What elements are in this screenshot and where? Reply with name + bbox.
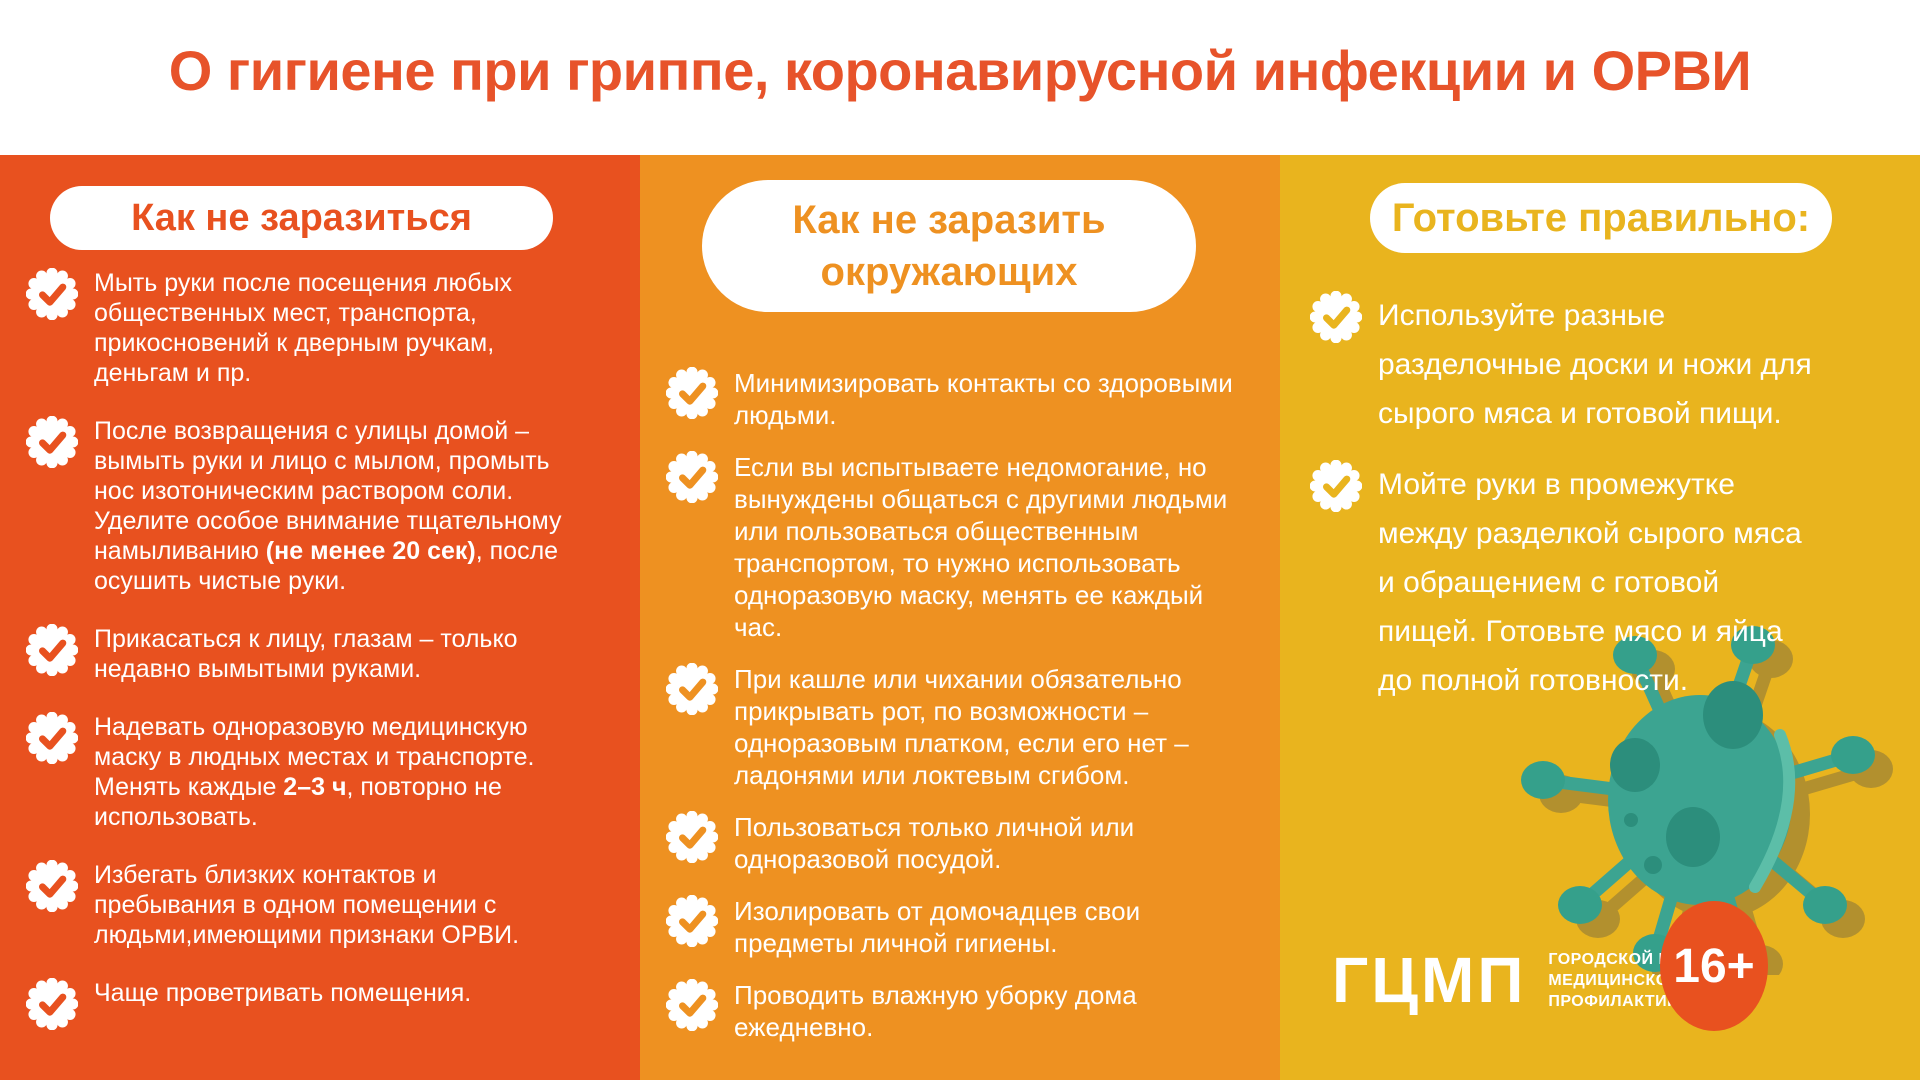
list-item-text: Используйте разные разделочные доски и н… bbox=[1378, 291, 1818, 438]
checkmark-badge-icon bbox=[26, 712, 78, 764]
text-segment: , после осушить чистые руки. bbox=[94, 537, 559, 595]
age-rating-text: 16+ bbox=[1673, 939, 1755, 993]
column-title-pill: Готовьте правильно: bbox=[1370, 183, 1832, 253]
list-item-text: Если вы испытываете недомогание, но выну… bbox=[734, 451, 1234, 643]
text-segment: Если вы испытываете недомогание, но выну… bbox=[734, 452, 1228, 642]
list-item: При кашле или чихании обязательно прикры… bbox=[666, 663, 1234, 791]
list-item-text: Мойте руки в промежутке между разделкой … bbox=[1378, 460, 1818, 705]
text-segment: Мойте руки в промежутке между разделкой … bbox=[1378, 468, 1802, 697]
brand-name-line: МЕДИЦИНСКОЙ bbox=[1548, 971, 1681, 989]
list-item: Пользоваться только личной или одноразов… bbox=[666, 811, 1234, 875]
text-segment: Прикасаться к лицу, глазам – только неда… bbox=[94, 625, 518, 683]
text-segment: После возвращения с улицы домой – вымыть… bbox=[94, 417, 562, 565]
checkmark-badge-icon bbox=[666, 811, 718, 863]
list-item-text: Избегать близких контактов и пребывания … bbox=[94, 860, 576, 950]
header: О гигиене при гриппе, коронавирусной инф… bbox=[0, 0, 1920, 155]
brand-abbreviation: ГЦМП bbox=[1332, 944, 1527, 1016]
text-segment: Минимизировать контакты со здоровыми люд… bbox=[734, 368, 1233, 430]
text-segment: Чаще проветривать помещения. bbox=[94, 979, 472, 1007]
checkmark-badge-icon bbox=[666, 367, 718, 419]
list-item: Проводить влажную уборку дома ежедневно. bbox=[666, 979, 1234, 1043]
text-segment-bold: (не менее 20 сек) bbox=[265, 537, 476, 565]
list-item-text: Изолировать от домочадцев свои предметы … bbox=[734, 895, 1234, 959]
checkmark-badge-icon bbox=[26, 624, 78, 676]
list-item: Прикасаться к лицу, глазам – только неда… bbox=[26, 624, 576, 684]
list-item: Надевать одноразовую медицинскую маску в… bbox=[26, 712, 576, 832]
list-item-text: Мыть руки после посещения любых обществе… bbox=[94, 268, 576, 388]
checkmark-badge-icon bbox=[1310, 460, 1362, 512]
list-item-text: Прикасаться к лицу, глазам – только неда… bbox=[94, 624, 576, 684]
checkmark-badge-icon bbox=[26, 860, 78, 912]
columns-wrapper: Как не заразиться Мыть руки после посеще… bbox=[0, 155, 1920, 1080]
brand-name-line: ПРОФИЛАКТИКИ bbox=[1548, 992, 1690, 1010]
column-title: Готовьте правильно: bbox=[1391, 195, 1811, 240]
checkmark-badge-icon bbox=[26, 268, 78, 320]
list-item: Если вы испытываете недомогание, но выну… bbox=[666, 451, 1234, 643]
list-item: Мыть руки после посещения любых обществе… bbox=[26, 268, 576, 388]
text-segment: Проводить влажную уборку дома ежедневно. bbox=[734, 980, 1137, 1042]
checklist: Мыть руки после посещения любых обществе… bbox=[26, 268, 576, 1058]
list-item-text: Надевать одноразовую медицинскую маску в… bbox=[94, 712, 576, 832]
list-item: Изолировать от домочадцев свои предметы … bbox=[666, 895, 1234, 959]
column-how-not-to-get-infected: Как не заразиться Мыть руки после посеще… bbox=[0, 155, 640, 1080]
list-item: Чаще проветривать помещения. bbox=[26, 978, 576, 1030]
text-segment: , повторно не использовать. bbox=[94, 773, 502, 831]
text-segment: Надевать одноразовую медицинскую маску в… bbox=[94, 713, 535, 801]
page-title: О гигиене при гриппе, коронавирусной инф… bbox=[168, 39, 1752, 102]
checkmark-badge-icon bbox=[666, 451, 718, 503]
checkmark-badge-icon bbox=[1310, 291, 1362, 343]
list-item-text: Минимизировать контакты со здоровыми люд… bbox=[734, 367, 1234, 431]
list-item-text: Пользоваться только личной или одноразов… bbox=[734, 811, 1234, 875]
text-segment: Используйте разные разделочные доски и н… bbox=[1378, 299, 1812, 430]
checklist: Используйте разные разделочные доски и н… bbox=[1310, 291, 1818, 727]
text-segment: Избегать близких контактов и пребывания … bbox=[94, 861, 520, 949]
coronavirus-illustration-icon bbox=[1521, 626, 1893, 975]
list-item-text: После возвращения с улицы домой – вымыть… bbox=[94, 416, 576, 596]
list-item-text: При кашле или чихании обязательно прикры… bbox=[734, 663, 1234, 791]
column-title: Как не заразиться bbox=[131, 196, 472, 239]
column-title-pill: Как не заразить окружающих bbox=[702, 180, 1196, 312]
column-cook-properly: Готовьте правильно: bbox=[1280, 155, 1920, 1080]
text-segment: Пользоваться только личной или одноразов… bbox=[734, 812, 1135, 874]
list-item-text: Чаще проветривать помещения. bbox=[94, 978, 576, 1008]
text-segment-bold: 2–3 ч bbox=[283, 773, 347, 801]
column-title-pill: Как не заразиться bbox=[50, 186, 553, 250]
list-item: Используйте разные разделочные доски и н… bbox=[1310, 291, 1818, 438]
checkmark-badge-icon bbox=[666, 979, 718, 1031]
column-title: Как не заразить окружающих bbox=[792, 198, 1106, 294]
list-item: Избегать близких контактов и пребывания … bbox=[26, 860, 576, 950]
text-segment: При кашле или чихании обязательно прикры… bbox=[734, 664, 1189, 790]
list-item: После возвращения с улицы домой – вымыть… bbox=[26, 416, 576, 596]
checkmark-badge-icon bbox=[666, 663, 718, 715]
text-segment: Мыть руки после посещения любых обществе… bbox=[94, 269, 512, 387]
checklist: Минимизировать контакты со здоровыми люд… bbox=[666, 367, 1234, 1063]
checkmark-badge-icon bbox=[666, 895, 718, 947]
checkmark-badge-icon bbox=[26, 416, 78, 468]
checkmark-badge-icon bbox=[26, 978, 78, 1030]
list-item: Мойте руки в промежутке между разделкой … bbox=[1310, 460, 1818, 705]
brand-logo: ГЦМП ГОРОДСКОЙ ЦЕНТР МЕДИЦИНСКОЙ ПРОФИЛА… bbox=[1332, 943, 1715, 1017]
age-rating-badge: 16+ bbox=[1660, 901, 1768, 1031]
list-item-text: Проводить влажную уборку дома ежедневно. bbox=[734, 979, 1234, 1043]
column-how-not-to-infect-others: Как не заразить окружающих Минимизироват… bbox=[640, 155, 1280, 1080]
list-item: Минимизировать контакты со здоровыми люд… bbox=[666, 367, 1234, 431]
text-segment: Изолировать от домочадцев свои предметы … bbox=[734, 896, 1141, 958]
